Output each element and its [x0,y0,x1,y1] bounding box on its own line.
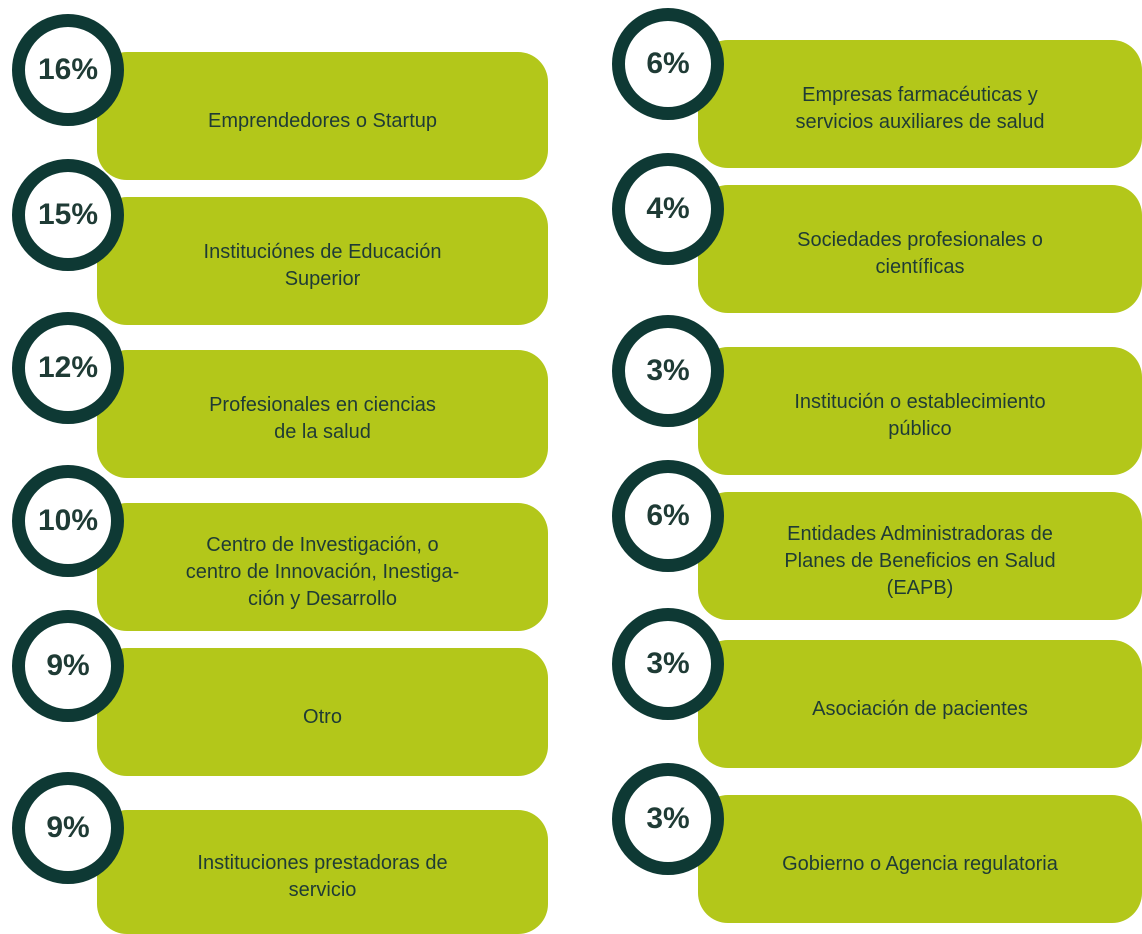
category-label: Entidades Administradoras de Planes de Be… [784,511,1055,602]
category-label: Sociedades profesionales o científicas [797,217,1043,281]
percent-badge: 10% [12,465,124,577]
category-label: Instituciones prestadoras de servicio [197,840,447,904]
label-line: Otro [303,705,342,728]
category-box: Centro de Investigación, o centro de Inno… [97,503,548,631]
label-line: público [888,418,952,440]
category-box: Entidades Administradoras de Planes de Be… [698,492,1142,620]
category-label: Asociación de pacientes [812,686,1028,723]
label-line: (EAPB) [886,576,954,599]
percent-badge: 16% [12,14,124,126]
percent-badge: 9% [12,610,124,722]
label-line: Instituciones prestadoras de [197,852,448,874]
category-box: Instituciónes de Educación Superior [97,197,548,325]
category-box: Emprendedores o Startup [97,52,548,180]
label-line: científicas [875,256,965,278]
category-box: Sociedades profesionales o científicas [698,185,1142,313]
category-box: Otro [97,648,548,776]
category-box: Gobierno o Agencia regulatoria [698,795,1142,923]
category-label: Empresas farmacéuticas y servicios auxili… [795,72,1044,136]
category-box: Empresas farmacéuticas y servicios auxili… [698,40,1142,168]
category-box: Profesionales en ciencias de la salud [97,350,548,478]
category-label: Institución o establecimiento público [794,379,1045,443]
label-line: Instituciónes de Educación [203,241,442,263]
label-line: Entidades Administradoras de [787,522,1053,545]
category-box: Asociación de pacientes [698,640,1142,768]
label-line: Planes de Beneficios en Salud [784,549,1056,572]
category-label: Emprendedores o Startup [208,98,437,135]
label-line: Empresas farmacéuticas y [802,84,1038,106]
percent-badge: 3% [612,763,724,875]
label-line: Emprendedores o Startup [207,109,438,132]
category-label: Instituciónes de Educación Superior [204,229,442,293]
percent-badge: 3% [612,608,724,720]
label-line: Gobierno o Agencia regulatoria [782,852,1058,875]
percent-badge: 6% [612,8,724,120]
category-label: Gobierno o Agencia regulatoria [782,841,1058,878]
label-line: Centro de Investigación, o [206,533,439,556]
percent-badge: 15% [12,159,124,271]
label-line: Superior [284,268,361,290]
label-line: ción y Desarrollo [248,587,397,610]
label-line: Institución o establecimiento [794,391,1046,413]
label-line: Asociación de pacientes [812,697,1028,720]
label-line: centro de Innovación, Inestiga- [185,560,460,583]
category-box: Institución o establecimiento público [698,347,1142,475]
label-line: servicios auxiliares de salud [795,111,1045,133]
category-box: Instituciones prestadoras de servicio [97,810,548,934]
label-line: de la salud [274,421,371,443]
label-line: servicio [288,879,357,901]
label-line: Sociedades profesionales o [797,229,1043,251]
percent-badge: 12% [12,312,124,424]
category-label: Otro [303,694,342,731]
category-label: Centro de Investigación, o centro de Inno… [186,522,460,613]
category-label: Profesionales en ciencias de la salud [209,382,436,446]
percent-badge: 4% [612,153,724,265]
percent-badge: 6% [612,460,724,572]
label-line: Profesionales en ciencias [209,394,436,416]
percent-badge: 9% [12,772,124,884]
percent-badge: 3% [612,315,724,427]
